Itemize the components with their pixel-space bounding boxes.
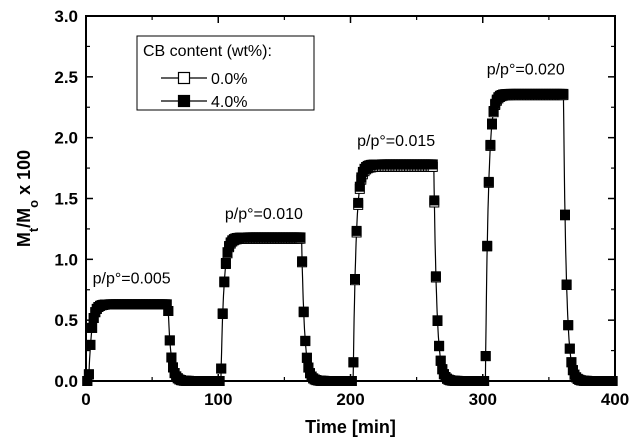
filled-square-point [220,258,231,268]
filled-square-point [485,139,496,150]
filled-square-point [163,306,174,316]
filled-square-point [300,335,311,346]
x-tick-label: 300 [469,390,497,409]
filled-square-point [480,351,491,361]
y-tick-label: 0.0 [54,372,78,391]
plot-area [82,88,618,386]
legend-entries: 0.0% 4.0% [161,71,247,111]
x-tick-label: 200 [336,390,364,409]
filled-square-point [354,181,365,192]
y-tick-label: 3.0 [54,7,78,26]
legend-label: 4.0% [211,94,247,111]
annotations: p/p°=0.005 p/p°=0.010 p/p°=0.015 p/p°=0.020 [93,61,565,287]
y-axis-title: Mt/Mo x 100 [14,150,41,247]
legend-label: 0.0% [211,71,247,88]
filled-square-point [558,88,569,99]
filled-square-point [429,195,440,206]
legend-filled-square-marker [177,94,191,108]
legend-entry: 0.0% [161,71,247,88]
filled-square-point [298,306,309,317]
y-tick-label: 2.0 [54,129,78,148]
filled-square-point [353,197,364,208]
filled-square-point [219,276,230,287]
y-tick-label: 1.5 [54,190,78,209]
x-axis-title: Time [min] [305,417,396,437]
y-tick-label: 1.0 [54,250,78,269]
legend-entry: 4.0% [161,94,247,111]
legend-box [136,35,315,111]
filled-square-point [432,315,443,326]
pressure-annotation: p/p°=0.010 [225,206,303,223]
y-tick-label: 2.5 [54,68,78,87]
filled-square-point [427,159,438,170]
filled-square-point [563,320,574,331]
filled-square-point [85,339,96,350]
filled-square-point [434,340,445,351]
filled-square-point [483,176,494,187]
filled-square-point [297,256,308,267]
legend-title: CB content (wt%): [143,43,272,60]
pressure-annotation: p/p°=0.015 [357,133,435,150]
tick-labels: 0 100 200 300 400 0.0 0.5 1.0 1.5 2.0 2.5 3.0 [54,7,629,409]
filled-square-point [216,363,227,374]
filled-square-point [487,118,497,129]
axis-ticks [85,15,616,382]
x-tick-label: 0 [81,390,90,409]
filled-square-point [435,355,446,366]
filled-square-point [301,352,312,363]
pressure-annotation: p/p°=0.005 [93,271,171,288]
x-tick-label: 400 [601,390,629,409]
filled-square-point [430,271,441,282]
pressure-annotation: p/p°=0.020 [487,61,565,78]
filled-square-point [564,343,575,354]
filled-square-point [350,274,360,284]
x-tick-label: 100 [204,390,232,409]
filled-square-point [164,335,175,346]
filled-square-point [348,357,359,368]
filled-square-point [482,240,493,251]
filled-square-point [83,369,94,380]
filled-square-point [560,209,570,220]
legend: CB content (wt%): 0.0% 4.0% [136,35,315,111]
filled-square-point [217,308,228,319]
series-open [82,90,618,386]
filled-square-point [87,322,98,333]
series-filled [82,88,618,386]
filled-square-point [351,225,362,236]
filled-square-point [561,279,572,290]
filled-square-point [166,352,177,363]
y-tick-label: 0.5 [54,311,78,330]
legend-open-square-marker [177,71,191,85]
filled-square-point [295,232,306,243]
